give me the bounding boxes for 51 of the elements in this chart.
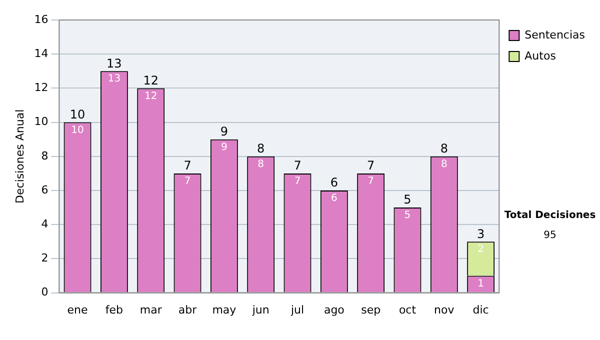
data-label: 7 (294, 176, 301, 188)
y-tick-label: 12 (34, 81, 48, 94)
total-label: 12 (143, 73, 158, 88)
data-label: 6 (330, 193, 338, 204)
x-tick-label: dic (472, 303, 489, 316)
legend-label: Autos (524, 49, 556, 62)
x-tick-label: may (212, 303, 237, 316)
text: Total Decisiones (503, 210, 597, 221)
data-label: 9 (220, 142, 228, 153)
y-tick-label: 8 (41, 149, 48, 162)
y-tick-label: 16 (34, 12, 48, 26)
data-label: 2 (478, 244, 484, 256)
x-tick-label: jul (290, 303, 304, 316)
data-label: 8 (440, 158, 448, 170)
total-label: 10 (70, 107, 86, 122)
y-tick-label: 2 (41, 252, 48, 265)
x-tick-label: abr (178, 303, 198, 316)
legend-label: Sentencias (524, 28, 586, 42)
total-label: 13 (106, 56, 122, 70)
y-tick-label: 10 (34, 115, 48, 128)
total-label: 7 (184, 158, 192, 173)
x-tick-label: oct (398, 303, 417, 316)
x-tick-label: ago (324, 303, 345, 316)
data-label: 10 (71, 124, 84, 136)
total-label: 8 (257, 142, 265, 156)
total-label: 3 (477, 226, 485, 241)
total-label: 6 (330, 176, 338, 190)
x-tick-label: feb (105, 303, 124, 316)
total-label: 7 (367, 158, 375, 173)
total-label: 9 (220, 124, 228, 138)
y-tick-label: 4 (41, 217, 48, 230)
x-tick-label: sep (361, 303, 381, 316)
y-tick-label: 0 (41, 286, 48, 299)
total-label: 5 (404, 192, 412, 207)
data-label: 7 (368, 176, 374, 188)
x-tick-label: mar (140, 303, 162, 316)
data-label: 8 (258, 158, 264, 170)
data-label: 1 (478, 278, 484, 290)
data-label: 12 (144, 90, 158, 102)
data-label: 7 (184, 176, 191, 188)
data-label: 5 (404, 210, 411, 222)
x-tick-label: nov (434, 303, 455, 316)
x-tick-label: jun (251, 303, 270, 316)
text: 95 (542, 230, 558, 241)
y-axis-title: Decisiones Anual (13, 109, 26, 204)
y-tick-label: 6 (41, 183, 48, 196)
x-tick-label: ene (67, 303, 88, 316)
total-label: 7 (294, 158, 302, 173)
y-tick-label: 14 (34, 46, 48, 60)
data-label: 13 (108, 74, 121, 85)
total-label: 8 (440, 142, 448, 156)
